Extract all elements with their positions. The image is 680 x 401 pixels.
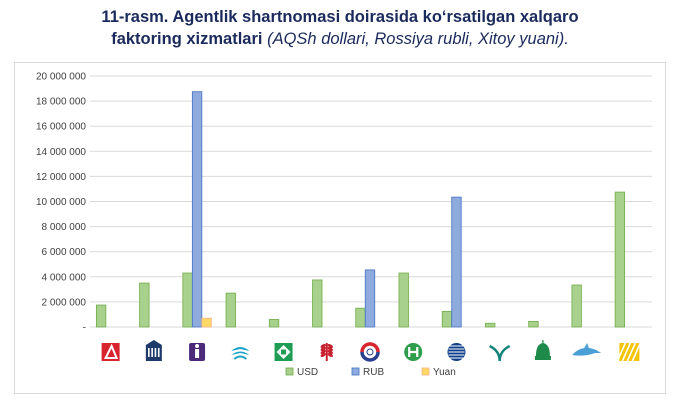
bar-usd [571, 284, 582, 328]
bar-usd [268, 319, 280, 328]
legend-usd-label: USD [297, 367, 318, 378]
legend-yuan-label: Yuan [433, 367, 456, 378]
bar-rub [364, 269, 376, 328]
logo-icon-4 [231, 347, 250, 360]
bar-usd [355, 307, 366, 328]
title-main: 11-rasm. Agentlik shartnomasi doirasida … [101, 8, 579, 26]
y-tick-label: 10 000 000 [36, 197, 86, 208]
y-tick-label: 4 000 000 [42, 272, 87, 283]
logo-icon-12 [572, 343, 602, 356]
legend-yuan-swatch [421, 367, 430, 376]
bar-usd [139, 282, 150, 328]
bar-usd [182, 272, 193, 328]
y-tick-label: 2 000 000 [42, 297, 87, 308]
y-tick-label: 14 000 000 [36, 147, 86, 158]
legend-rub-swatch [351, 367, 360, 376]
bar-rub [191, 91, 203, 328]
bar-usd [225, 292, 236, 328]
bar-usd [441, 310, 453, 328]
logo-icon-7 [360, 342, 380, 362]
y-tick-label: 16 000 000 [36, 122, 86, 133]
bar-usd [485, 322, 496, 328]
bar-usd [312, 279, 323, 328]
chart-frame [14, 62, 666, 394]
y-tick-label: 8 000 000 [42, 222, 87, 233]
logo-icon-13 [616, 342, 642, 362]
logo-icon-1 [101, 343, 120, 361]
bar-yuan [201, 317, 212, 328]
title-subtitle: (AQSh dollari, Rossiya rubli, Xitoy yuan… [267, 30, 569, 48]
logo-icon-2 [145, 340, 162, 361]
y-tick-label: 6 000 000 [42, 247, 87, 258]
logo-icon-10 [489, 344, 511, 362]
bar-usd [95, 304, 107, 328]
legend-usd-swatch [285, 367, 294, 376]
y-tick-label: - [83, 323, 86, 334]
bar-usd [528, 320, 539, 328]
y-tick-label: 12 000 000 [36, 172, 86, 183]
logo-icon-5 [274, 343, 293, 361]
y-tick-label: 20 000 000 [36, 72, 86, 83]
bar-usd [614, 191, 626, 328]
title-main-2: faktoring xizmatlari [111, 30, 263, 48]
logo-icon-8 [404, 343, 423, 361]
y-tick-label: 18 000 000 [36, 97, 86, 108]
logo-icon-3 [189, 343, 206, 361]
chart-title: 11-rasm. Agentlik shartnomasi doirasida … [0, 6, 680, 50]
bar-rub [451, 196, 462, 328]
logo-icon-6 [320, 343, 333, 361]
logo-icon-9 [447, 343, 466, 361]
logo-icon-11 [534, 340, 551, 360]
legend-rub-label: RUB [363, 367, 384, 378]
bar-usd [398, 272, 409, 328]
